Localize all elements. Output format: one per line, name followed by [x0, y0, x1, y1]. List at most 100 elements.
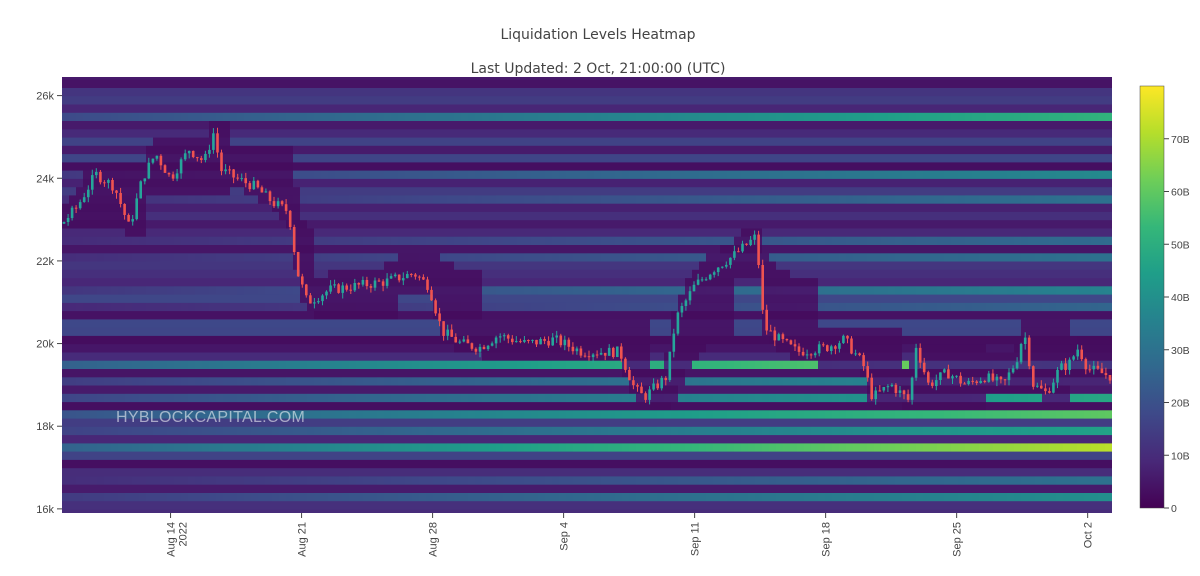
heatmap-cell	[377, 368, 385, 378]
heatmap-cell	[111, 426, 119, 436]
heatmap-cell	[566, 103, 574, 113]
heatmap-cell	[615, 77, 623, 80]
heatmap-cell	[706, 492, 714, 502]
heatmap-cell	[510, 426, 518, 436]
heatmap-cell	[90, 459, 98, 469]
heatmap-cell	[69, 492, 77, 502]
heatmap-cell	[265, 376, 273, 386]
heatmap-cell	[622, 79, 630, 88]
heatmap-cell	[496, 79, 504, 88]
heatmap-cell	[342, 244, 350, 254]
heatmap-cell	[370, 302, 378, 312]
heatmap-cell	[69, 161, 77, 171]
heatmap-cell	[328, 269, 336, 279]
heatmap-cell	[356, 475, 364, 485]
heatmap-cell	[370, 285, 378, 295]
heatmap-cell	[447, 376, 455, 386]
heatmap-cell	[517, 327, 525, 336]
heatmap-cell	[405, 492, 413, 502]
heatmap-cell	[342, 236, 350, 245]
heatmap-cell	[90, 95, 98, 105]
heatmap-cell	[496, 277, 504, 287]
heatmap-cell	[384, 87, 392, 97]
heatmap-cell	[216, 194, 224, 204]
heatmap-cell	[377, 417, 385, 427]
heatmap-cell	[160, 145, 168, 155]
heatmap-cell	[223, 203, 231, 212]
heatmap-cell	[307, 120, 315, 130]
heatmap-cell	[412, 343, 420, 353]
heatmap-cell	[692, 260, 700, 270]
heatmap-cell	[265, 277, 273, 287]
heatmap-cell	[440, 194, 448, 204]
heatmap-cell	[335, 178, 343, 188]
heatmap-cell	[692, 227, 700, 237]
heatmap-cell	[559, 302, 567, 312]
heatmap-cell	[538, 145, 546, 155]
heatmap-cell	[181, 103, 189, 113]
heatmap-cell	[146, 409, 154, 419]
heatmap-cell	[426, 145, 434, 155]
heatmap-cell	[538, 136, 546, 146]
heatmap-cell	[328, 442, 336, 452]
heatmap-cell	[335, 384, 343, 394]
heatmap-cell	[202, 277, 210, 287]
heatmap-cell	[664, 87, 672, 97]
heatmap-cell	[650, 310, 658, 320]
heatmap-cell	[699, 145, 707, 155]
heatmap-cell	[412, 178, 420, 188]
heatmap-cell	[587, 277, 595, 287]
heatmap-cell	[531, 417, 539, 427]
heatmap-cell	[188, 393, 196, 403]
heatmap-cell	[237, 426, 245, 436]
heatmap-cell	[104, 87, 112, 97]
heatmap-cell	[146, 417, 154, 427]
heatmap-cell	[139, 360, 147, 369]
heatmap-cell	[321, 79, 329, 88]
heatmap-cell	[244, 384, 252, 394]
heatmap-cell	[419, 161, 427, 171]
heatmap-cell	[321, 508, 329, 513]
heatmap-cell	[195, 343, 203, 353]
heatmap-cell	[265, 327, 273, 336]
heatmap-cell	[468, 244, 476, 254]
heatmap-cell	[181, 442, 189, 452]
heatmap-cell	[608, 161, 616, 171]
heatmap-cell	[335, 77, 343, 80]
heatmap-cell	[195, 310, 203, 320]
heatmap-cell	[678, 95, 686, 105]
heatmap-cell	[650, 327, 658, 336]
heatmap-cell	[279, 194, 287, 204]
heatmap-cell	[370, 360, 378, 369]
heatmap-cell	[601, 79, 609, 88]
heatmap-cell	[573, 351, 581, 361]
heatmap-cell	[370, 252, 378, 262]
heatmap-cell	[398, 236, 406, 245]
heatmap-cell	[496, 87, 504, 97]
heatmap-cell	[328, 211, 336, 221]
heatmap-cell	[384, 203, 392, 212]
heatmap-cell	[258, 500, 266, 510]
heatmap-cell	[111, 327, 119, 336]
heatmap-cell	[132, 310, 140, 320]
heatmap-cell	[377, 227, 385, 237]
heatmap-cell	[258, 360, 266, 369]
heatmap-cell	[517, 475, 525, 485]
heatmap-cell	[321, 409, 329, 419]
heatmap-cell	[62, 277, 70, 287]
heatmap-cell	[538, 368, 546, 378]
heatmap-cell	[622, 442, 630, 452]
heatmap-cell	[433, 203, 441, 212]
heatmap-cell	[188, 451, 196, 460]
heatmap-cell	[132, 393, 140, 403]
heatmap-cell	[97, 310, 105, 320]
heatmap-cell	[300, 269, 308, 279]
heatmap-cell	[384, 368, 392, 378]
heatmap-cell	[706, 451, 714, 460]
heatmap-cell	[293, 178, 301, 188]
heatmap-cell	[636, 409, 644, 419]
heatmap-cell	[461, 500, 469, 510]
heatmap-cell	[272, 186, 280, 196]
heatmap-cell	[244, 409, 252, 419]
heatmap-cell	[223, 120, 231, 130]
